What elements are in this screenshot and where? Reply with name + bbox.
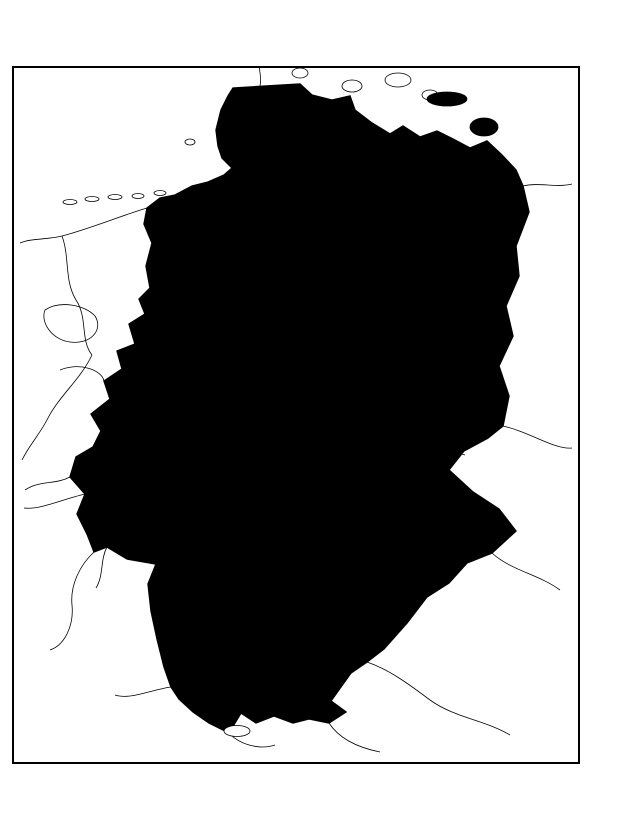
germany-temperature-map: [12, 66, 580, 764]
germany-border: [69, 83, 530, 734]
lake-constance: [223, 725, 251, 737]
neighbor-borders: [19, 66, 573, 753]
map-frame: [12, 66, 580, 764]
map-canvas: [12, 66, 580, 764]
state-borders: [100, 122, 511, 686]
temperature-colorbar: [598, 156, 643, 714]
baltic-islands: [426, 91, 499, 137]
frisian-islands: [62, 138, 196, 205]
